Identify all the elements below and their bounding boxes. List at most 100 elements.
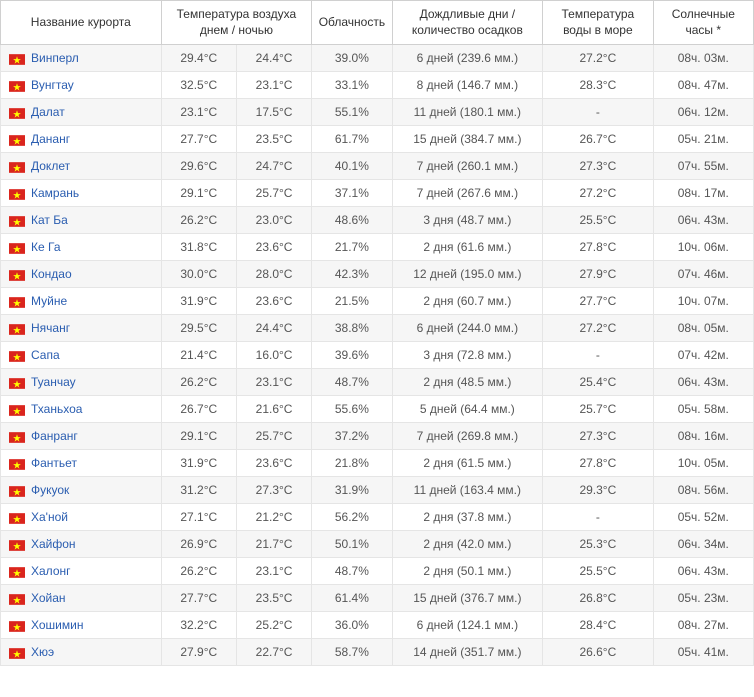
- cloud-cell: 58.7%: [312, 639, 392, 666]
- table-row: Фукуок31.2°C27.3°C31.9%11 дней (163.4 мм…: [1, 477, 754, 504]
- resort-link[interactable]: Хошимин: [31, 618, 83, 632]
- cloud-cell: 56.2%: [312, 504, 392, 531]
- resort-link[interactable]: Муйне: [31, 294, 67, 308]
- rain-cell: 2 дня (48.5 мм.): [392, 369, 543, 396]
- flag-icon: [9, 243, 25, 254]
- table-row: Фанранг29.1°C25.7°C37.2%7 дней (269.8 мм…: [1, 423, 754, 450]
- resort-link[interactable]: Дананг: [31, 132, 70, 146]
- sun-cell: 06ч. 43м.: [653, 369, 753, 396]
- header-resort: Название курорта: [1, 1, 162, 45]
- resort-cell: Хошимин: [1, 612, 162, 639]
- resort-cell: Халонг: [1, 558, 162, 585]
- flag-icon: [9, 459, 25, 470]
- sun-cell: 07ч. 42м.: [653, 342, 753, 369]
- rain-cell: 14 дней (351.7 мм.): [392, 639, 543, 666]
- resort-link[interactable]: Хойан: [31, 591, 66, 605]
- sun-cell: 05ч. 52м.: [653, 504, 753, 531]
- flag-icon: [9, 648, 25, 659]
- flag-icon: [9, 513, 25, 524]
- sea-cell: 26.7°C: [543, 126, 653, 153]
- sea-cell: 27.8°C: [543, 234, 653, 261]
- resort-link[interactable]: Вунгтау: [31, 78, 74, 92]
- table-row: Ке Га31.8°C23.6°C21.7%2 дня (61.6 мм.)27…: [1, 234, 754, 261]
- temp-night-cell: 25.7°C: [236, 180, 311, 207]
- rain-cell: 12 дней (195.0 мм.): [392, 261, 543, 288]
- header-temp: Температура воздуха днем / ночью: [161, 1, 312, 45]
- sea-cell: 25.7°C: [543, 396, 653, 423]
- flag-icon: [9, 351, 25, 362]
- temp-day-cell: 31.2°C: [161, 477, 236, 504]
- temp-day-cell: 31.9°C: [161, 288, 236, 315]
- resort-link[interactable]: Ха'ной: [31, 510, 68, 524]
- sea-cell: 27.3°C: [543, 423, 653, 450]
- resort-link[interactable]: Нячанг: [31, 321, 70, 335]
- rain-cell: 7 дней (269.8 мм.): [392, 423, 543, 450]
- cloud-cell: 33.1%: [312, 72, 392, 99]
- resort-link[interactable]: Доклет: [31, 159, 70, 173]
- resort-cell: Фукуок: [1, 477, 162, 504]
- resort-cell: Далат: [1, 99, 162, 126]
- resort-link[interactable]: Кондао: [31, 267, 72, 281]
- temp-day-cell: 29.6°C: [161, 153, 236, 180]
- resort-link[interactable]: Ке Га: [31, 240, 61, 254]
- sun-cell: 08ч. 56м.: [653, 477, 753, 504]
- resort-link[interactable]: Хайфон: [31, 537, 76, 551]
- temp-night-cell: 23.0°C: [236, 207, 311, 234]
- resort-cell: Сапа: [1, 342, 162, 369]
- resort-link[interactable]: Фанранг: [31, 429, 78, 443]
- resort-cell: Фантьет: [1, 450, 162, 477]
- temp-night-cell: 24.7°C: [236, 153, 311, 180]
- temp-day-cell: 27.9°C: [161, 639, 236, 666]
- sun-cell: 06ч. 12м.: [653, 99, 753, 126]
- sun-cell: 06ч. 34м.: [653, 531, 753, 558]
- table-row: Сапа21.4°C16.0°C39.6%3 дня (72.8 мм.)-07…: [1, 342, 754, 369]
- sea-cell: 25.5°C: [543, 558, 653, 585]
- table-row: Фантьет31.9°C23.6°C21.8%2 дня (61.5 мм.)…: [1, 450, 754, 477]
- resort-link[interactable]: Туанчау: [31, 375, 76, 389]
- temp-night-cell: 24.4°C: [236, 45, 311, 72]
- sun-cell: 10ч. 05м.: [653, 450, 753, 477]
- sun-cell: 10ч. 07м.: [653, 288, 753, 315]
- temp-night-cell: 23.5°C: [236, 126, 311, 153]
- resort-cell: Вунгтау: [1, 72, 162, 99]
- cloud-cell: 55.6%: [312, 396, 392, 423]
- sun-cell: 05ч. 58м.: [653, 396, 753, 423]
- temp-night-cell: 23.1°C: [236, 72, 311, 99]
- sun-cell: 06ч. 43м.: [653, 558, 753, 585]
- resort-link[interactable]: Фукуок: [31, 483, 69, 497]
- resort-link[interactable]: Камрань: [31, 186, 79, 200]
- table-row: Муйне31.9°C23.6°C21.5%2 дня (60.7 мм.)27…: [1, 288, 754, 315]
- flag-icon: [9, 621, 25, 632]
- table-row: Вунгтау32.5°C23.1°C33.1%8 дней (146.7 мм…: [1, 72, 754, 99]
- header-cloud: Облачность: [312, 1, 392, 45]
- cloud-cell: 50.1%: [312, 531, 392, 558]
- temp-day-cell: 31.8°C: [161, 234, 236, 261]
- resort-link[interactable]: Кат Ба: [31, 213, 68, 227]
- rain-cell: 6 дней (244.0 мм.): [392, 315, 543, 342]
- rain-cell: 2 дня (61.5 мм.): [392, 450, 543, 477]
- cloud-cell: 39.0%: [312, 45, 392, 72]
- sun-cell: 05ч. 21м.: [653, 126, 753, 153]
- cloud-cell: 21.7%: [312, 234, 392, 261]
- temp-day-cell: 26.9°C: [161, 531, 236, 558]
- temp-night-cell: 21.6°C: [236, 396, 311, 423]
- rain-cell: 2 дня (50.1 мм.): [392, 558, 543, 585]
- resort-link[interactable]: Фантьет: [31, 456, 77, 470]
- resort-cell: Хойан: [1, 585, 162, 612]
- rain-cell: 15 дней (384.7 мм.): [392, 126, 543, 153]
- resort-link[interactable]: Халонг: [31, 564, 71, 578]
- resort-link[interactable]: Тханьхоа: [31, 402, 82, 416]
- resort-link[interactable]: Хюэ: [31, 645, 54, 659]
- resort-link[interactable]: Далат: [31, 105, 65, 119]
- rain-cell: 8 дней (146.7 мм.): [392, 72, 543, 99]
- resort-link[interactable]: Винперл: [31, 51, 79, 65]
- resort-link[interactable]: Сапа: [31, 348, 60, 362]
- resort-cell: Камрань: [1, 180, 162, 207]
- cloud-cell: 61.4%: [312, 585, 392, 612]
- flag-icon: [9, 486, 25, 497]
- rain-cell: 2 дня (42.0 мм.): [392, 531, 543, 558]
- temp-night-cell: 17.5°C: [236, 99, 311, 126]
- resort-cell: Винперл: [1, 45, 162, 72]
- rain-cell: 2 дня (37.8 мм.): [392, 504, 543, 531]
- flag-icon: [9, 594, 25, 605]
